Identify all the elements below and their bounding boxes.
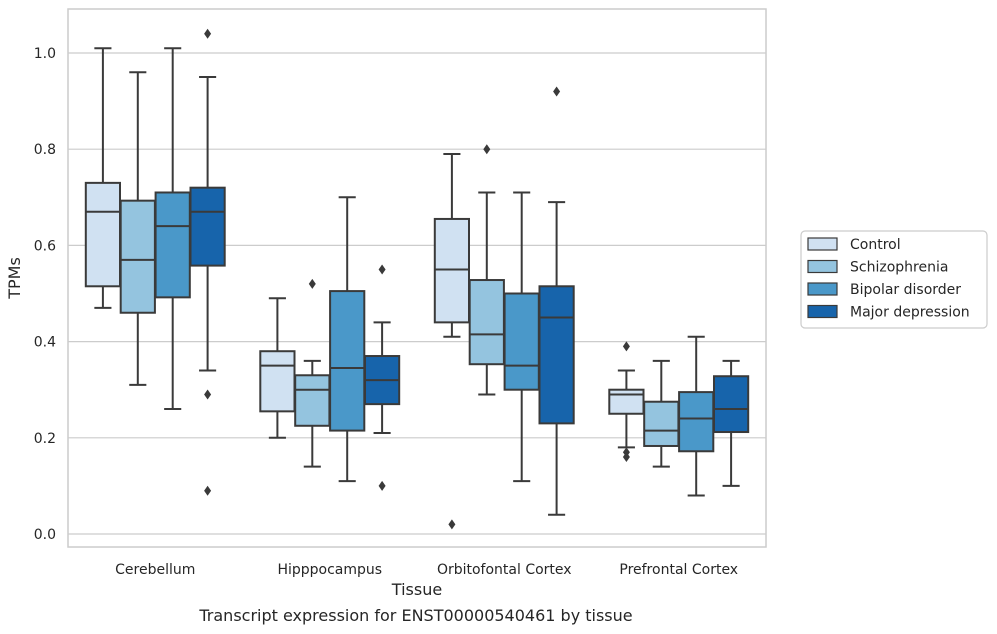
outlier-point <box>553 86 561 97</box>
outlier-point <box>622 452 630 463</box>
box <box>154 47 191 410</box>
box <box>538 86 575 516</box>
box <box>608 341 645 463</box>
outlier-point <box>622 341 630 352</box>
box-body <box>678 391 715 453</box>
series-schizophrenia <box>119 71 680 468</box>
box-body <box>189 186 226 267</box>
legend-frame <box>800 230 988 329</box>
x-tick-label: Hipppocampus <box>277 562 382 578</box>
legend-label: Schizophrenia <box>850 260 948 276</box>
y-axis-label: TPMs <box>5 257 24 300</box>
box-body <box>119 199 156 314</box>
box-body <box>468 279 505 366</box>
outlier-point <box>378 264 386 275</box>
outlier-point <box>448 519 456 530</box>
box-body <box>84 181 122 288</box>
legend-label: Major depression <box>850 305 970 321</box>
box <box>84 47 122 309</box>
box-body <box>538 285 575 425</box>
y-tick-label: 0.0 <box>34 527 56 543</box>
box <box>712 359 750 487</box>
y-tick-label: 0.8 <box>34 142 56 158</box>
outlier-point <box>204 28 212 39</box>
outlier-point <box>204 389 212 400</box>
series-major-depression <box>189 28 750 516</box>
legend-swatch <box>807 259 838 274</box>
box-body <box>608 388 645 415</box>
legend-swatch <box>807 304 838 319</box>
x-tick-label: Orbitofontal Cortex <box>437 562 572 578</box>
plot-frame <box>67 8 767 548</box>
x-tick-label: Prefrontal Cortex <box>619 562 738 578</box>
outlier-point <box>378 480 386 491</box>
box-body <box>712 375 750 434</box>
x-tick-label: Cerebellum <box>115 562 195 578</box>
y-tick-label: 0.4 <box>34 335 56 351</box>
box <box>643 359 680 468</box>
series-bipolar-disorder <box>154 47 715 497</box>
legend-swatch <box>807 237 838 251</box>
box-body <box>643 400 680 447</box>
box-body <box>294 374 331 427</box>
legend: Control Schizophrenia Bipolar disorder Majo… <box>800 230 988 329</box>
box <box>189 28 226 496</box>
box <box>329 196 366 483</box>
box-body <box>259 350 296 413</box>
box <box>468 144 505 396</box>
y-tick-labels: 0.0 0.2 0.4 0.6 0.8 1.0 <box>34 46 56 543</box>
legend-label: Control <box>850 237 901 253</box>
box <box>294 278 331 468</box>
outlier-point <box>483 144 491 155</box>
box-body <box>433 217 471 324</box>
outlier-point <box>308 278 316 289</box>
box-body <box>154 191 191 299</box>
figure-caption: Transcript expression for ENST0000054046… <box>199 606 633 625</box>
legend-swatch <box>807 282 838 296</box>
y-tick-label: 0.6 <box>34 238 56 254</box>
box <box>678 335 715 497</box>
box <box>433 153 471 530</box>
legend-label: Bipolar disorder <box>850 282 961 298</box>
box <box>363 264 401 491</box>
y-tick-label: 1.0 <box>34 46 56 62</box>
box-series <box>84 28 750 530</box>
box-body <box>329 290 366 432</box>
outlier-point <box>204 485 212 496</box>
x-axis-label: Tissue <box>391 580 442 599</box>
y-tick-label: 0.2 <box>34 431 56 447</box>
box <box>259 297 296 439</box>
box-body <box>503 292 540 391</box>
x-tick-labels: Cerebellum Hipppocampus Orbitofontal Corte… <box>115 562 738 578</box>
box <box>119 71 156 386</box>
